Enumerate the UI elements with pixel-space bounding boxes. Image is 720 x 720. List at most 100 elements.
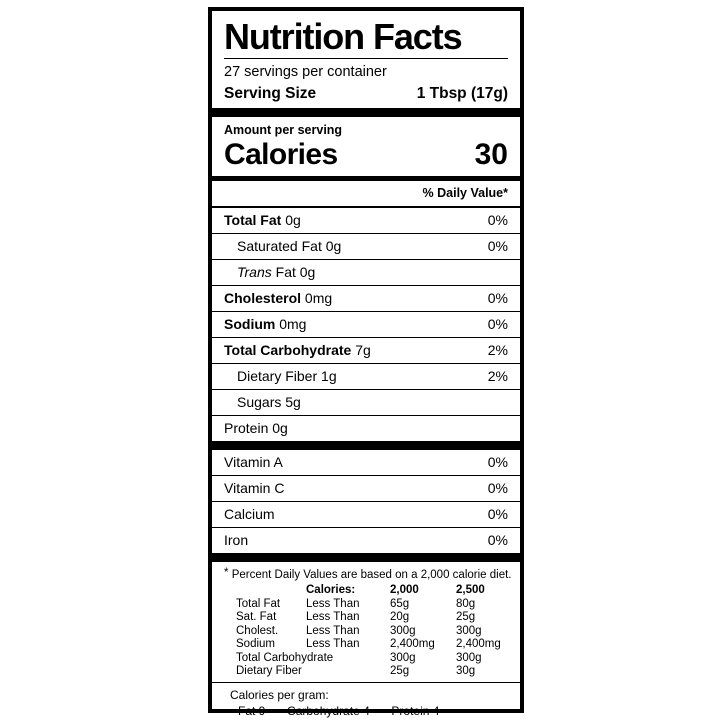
nutrient-row-dietary-fiber: Dietary Fiber 1g 2% xyxy=(224,364,508,389)
nutrient-percent: 0% xyxy=(487,290,508,306)
nutrient-amount: 0g xyxy=(285,212,301,228)
row-divider xyxy=(212,311,520,312)
nutrient-row-cholesterol: Cholesterol 0mg 0% xyxy=(224,286,508,311)
nutrient-label: Total Carbohydrate xyxy=(224,342,352,358)
table-row: Total Carbohydrate 300g 300g xyxy=(224,652,508,666)
nutrient-row-protein: Protein 0g xyxy=(224,416,508,441)
row-divider xyxy=(212,285,520,286)
table-cell-2000: 65g xyxy=(390,597,410,610)
calories-label: Calories xyxy=(224,138,338,171)
calories-row: Calories 30 xyxy=(224,138,508,176)
table-cell-name: Sodium xyxy=(236,638,275,650)
table-cell-name: Sat. Fat xyxy=(236,611,277,623)
nutrient-amount: 1g xyxy=(321,368,337,384)
divider-dv xyxy=(212,206,520,208)
nutrient-row-sugars: Sugars 5g xyxy=(224,390,508,415)
vitamin-name: Vitamin C xyxy=(224,480,285,496)
nutrient-row-trans-fat: Trans Fat 0g xyxy=(224,260,508,285)
nutrition-label-panel: Nutrition Facts 27 servings per containe… xyxy=(208,7,524,718)
vitamin-row-vitamin-a: Vitamin A 0% xyxy=(224,450,508,475)
nutrient-percent: 0% xyxy=(487,212,508,228)
table-row: Sat. Fat Less Than 20g 25g xyxy=(224,611,508,625)
table-cell-2500: 300g xyxy=(456,624,482,637)
table-cell-name: Total Fat xyxy=(236,597,281,610)
daily-value-header: % Daily Value* xyxy=(422,186,508,200)
nutrient-label: Trans xyxy=(237,264,272,280)
nutrient-amount: 0mg xyxy=(279,316,307,332)
daily-values-table: Calories: 2,000 2,500 Total Fat Less Tha… xyxy=(224,584,508,679)
vitamin-percent: 0% xyxy=(487,454,508,470)
table-row: Dietary Fiber 25g 30g xyxy=(224,665,508,679)
divider-thick-footnote xyxy=(212,553,520,562)
nutrient-label: Protein xyxy=(224,420,269,436)
table-row: Total Fat Less Than 65g 80g xyxy=(224,598,508,612)
cpg-fat: Fat 9 xyxy=(238,703,266,718)
row-divider xyxy=(212,475,520,476)
table-row: Cholest. Less Than 300g 300g xyxy=(224,625,508,639)
table-cell-qualifier: Less Than xyxy=(306,624,360,637)
table-cell-2500: 80g xyxy=(456,597,476,610)
row-divider xyxy=(212,389,520,390)
divider-calories-per-gram xyxy=(212,681,520,683)
table-cell-2000: 300g xyxy=(390,624,416,637)
footnote-text: Percent Daily Values are based on a 2,00… xyxy=(231,569,512,581)
divider-thick-calories xyxy=(212,176,520,181)
nutrient-name: Total Fat 0g xyxy=(224,212,301,229)
nutrient-percent: 0% xyxy=(487,238,508,254)
table-cell-2500: 2,400mg xyxy=(456,638,501,650)
vitamin-name: Calcium xyxy=(224,506,275,522)
cpg-carbohydrate: Carbohydrate 4 xyxy=(287,703,370,718)
nutrient-label: Cholesterol xyxy=(224,290,302,306)
nutrient-amount: 7g xyxy=(355,342,371,358)
table-header-2000: 2,000 xyxy=(390,584,419,596)
page-title: Nutrition Facts xyxy=(224,16,463,57)
calories-per-gram-block: Calories per gram: Fat 9 · Carbohydrate 4 ·… xyxy=(224,683,508,720)
serving-size-value: 1 Tbsp (17g) xyxy=(416,85,508,102)
serving-size-row: Serving Size 1 Tbsp (17g) xyxy=(224,83,508,108)
calories-per-gram-label: Calories per gram: xyxy=(230,687,329,702)
table-cell-name: Cholest. xyxy=(236,624,279,637)
nutrient-name: Total Carbohydrate 7g xyxy=(224,342,371,359)
table-cell-2000: 300g xyxy=(390,651,416,664)
divider-thick-header xyxy=(212,108,520,117)
table-cell-name: Total Carbohydrate xyxy=(236,651,334,664)
title-divider xyxy=(224,58,508,59)
table-header-row: Calories: 2,000 2,500 xyxy=(224,584,508,598)
calories-value: 30 xyxy=(474,138,508,171)
nutrient-row-total-fat: Total Fat 0g 0% xyxy=(224,208,508,233)
table-header-blank xyxy=(224,584,306,598)
asterisk-icon: * xyxy=(224,567,229,579)
table-header-2500: 2,500 xyxy=(456,584,485,596)
serving-size-label: Serving Size xyxy=(224,85,317,102)
nutrient-percent: 2% xyxy=(487,368,508,384)
vitamin-name: Vitamin A xyxy=(224,454,283,470)
row-divider xyxy=(212,501,520,502)
nutrient-amount: 0g xyxy=(325,238,342,254)
nutrient-name: Dietary Fiber 1g xyxy=(224,368,337,385)
table-cell-2500: 300g xyxy=(456,651,482,664)
nutrient-row-saturated-fat: Saturated Fat 0g 0% xyxy=(224,234,508,259)
table-cell-qualifier: Less Than xyxy=(306,611,360,623)
table-cell-2500: 25g xyxy=(456,611,476,623)
nutrient-name: Protein 0g xyxy=(224,420,288,437)
nutrient-name: Cholesterol 0mg xyxy=(224,290,332,307)
nutrient-amount: 5g xyxy=(285,394,301,410)
nutrition-facts-label: Nutrition Facts 27 servings per containe… xyxy=(208,7,524,718)
nutrient-percent: 2% xyxy=(487,342,508,358)
bullet-separator-icon: · xyxy=(274,704,279,717)
table-cell-2000: 2,400mg xyxy=(390,638,435,650)
divider-thick-vitamins xyxy=(212,441,520,450)
row-divider xyxy=(212,527,520,528)
row-divider xyxy=(212,233,520,234)
nutrient-name: Saturated Fat 0g xyxy=(224,238,341,255)
vitamin-row-calcium: Calcium 0% xyxy=(224,502,508,527)
nutrient-percent: 0% xyxy=(487,316,508,332)
nutrient-row-sodium: Sodium 0mg 0% xyxy=(224,312,508,337)
row-divider xyxy=(212,363,520,364)
nutrient-amount: 0g xyxy=(272,420,288,436)
table-header-calories: Calories: xyxy=(306,584,356,596)
nutrient-label: Saturated Fat xyxy=(237,238,322,254)
table-row: Sodium Less Than 2,400mg 2,400mg xyxy=(224,638,508,652)
vitamin-name: Iron xyxy=(224,532,249,548)
daily-value-footnote: * Percent Daily Values are based on a 2,… xyxy=(224,562,511,584)
